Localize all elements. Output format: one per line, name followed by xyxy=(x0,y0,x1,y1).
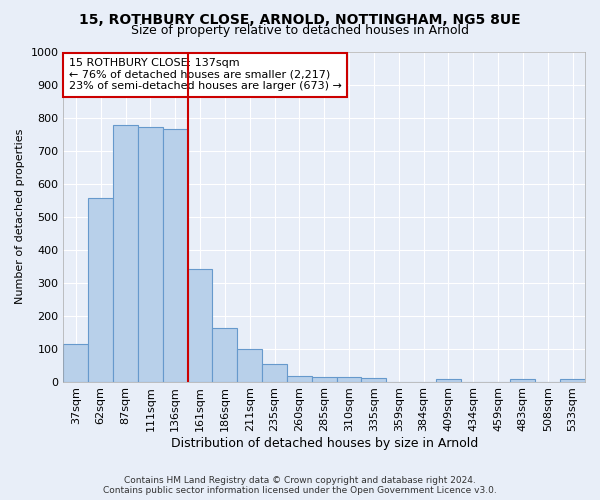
Bar xyxy=(88,198,113,382)
Bar xyxy=(436,378,461,382)
Bar xyxy=(237,349,262,382)
Bar xyxy=(312,377,337,382)
Bar xyxy=(337,378,361,382)
Text: 15, ROTHBURY CLOSE, ARNOLD, NOTTINGHAM, NG5 8UE: 15, ROTHBURY CLOSE, ARNOLD, NOTTINGHAM, … xyxy=(79,12,521,26)
Bar xyxy=(113,125,138,382)
Text: 15 ROTHBURY CLOSE: 137sqm
← 76% of detached houses are smaller (2,217)
23% of se: 15 ROTHBURY CLOSE: 137sqm ← 76% of detac… xyxy=(68,58,341,92)
Bar xyxy=(287,376,312,382)
Bar xyxy=(361,378,386,382)
Bar xyxy=(163,129,188,382)
Y-axis label: Number of detached properties: Number of detached properties xyxy=(15,129,25,304)
Text: Contains HM Land Registry data © Crown copyright and database right 2024.
Contai: Contains HM Land Registry data © Crown c… xyxy=(103,476,497,495)
Text: Size of property relative to detached houses in Arnold: Size of property relative to detached ho… xyxy=(131,24,469,37)
Bar xyxy=(262,364,287,382)
Bar xyxy=(188,268,212,382)
Bar xyxy=(511,378,535,382)
Bar xyxy=(138,128,163,382)
X-axis label: Distribution of detached houses by size in Arnold: Distribution of detached houses by size … xyxy=(170,437,478,450)
Bar xyxy=(212,328,237,382)
Bar xyxy=(560,378,585,382)
Bar xyxy=(64,344,88,382)
